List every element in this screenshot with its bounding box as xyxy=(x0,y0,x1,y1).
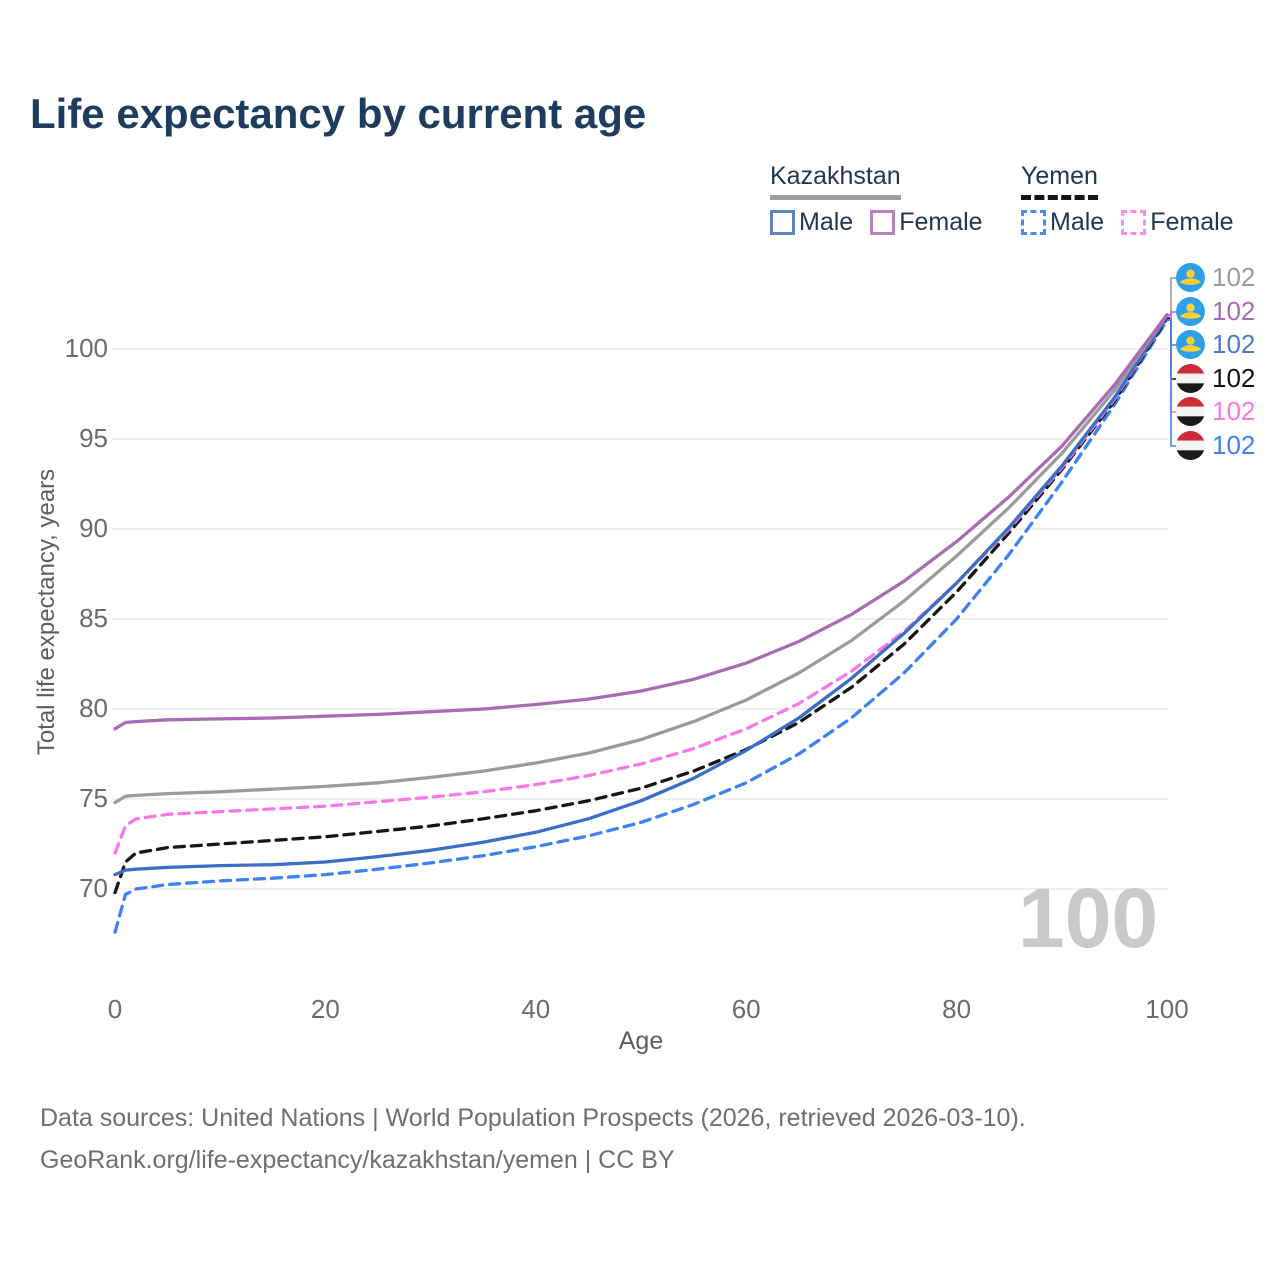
yemen-flag-icon xyxy=(1176,397,1205,426)
footer-attribution: GeoRank.org/life-expectancy/kazakhstan/y… xyxy=(40,1146,675,1174)
series-line-yemen-male xyxy=(113,318,1169,934)
legend-swatch-kazakhstan-male[interactable] xyxy=(770,210,795,235)
x-tick-label: 60 xyxy=(731,994,761,1024)
legend-swatch-yemen-female[interactable] xyxy=(1121,210,1147,235)
legend-country-kazakhstan[interactable]: Kazakhstan xyxy=(770,162,901,200)
kazakhstan-flag-icon xyxy=(1176,330,1205,359)
end-label-yemen-total: 102 xyxy=(1176,364,1255,393)
legend-label-kazakhstan-male[interactable]: Male xyxy=(799,208,854,236)
end-value: 102 xyxy=(1212,329,1256,359)
y-tick-label: 70 xyxy=(79,873,108,903)
end-value: 102 xyxy=(1212,296,1256,326)
x-tick-label: 20 xyxy=(310,994,340,1024)
gridlines xyxy=(112,348,1168,890)
end-label-kazakhstan-total: 102 xyxy=(1176,263,1255,292)
leader-line-yemen-male xyxy=(1167,319,1176,447)
legend-swatch-kazakhstan-female[interactable] xyxy=(870,210,896,235)
y-axis-title: Total life expectancy, years xyxy=(33,468,60,756)
footer-data-sources: Data sources: United Nations | World Pop… xyxy=(40,1104,1026,1132)
legend-group-kazakhstan: Kazakhstan Male Female xyxy=(770,162,983,237)
series-lines xyxy=(113,313,1169,934)
end-value: 102 xyxy=(1212,363,1256,393)
leader-line-kazakhstan-female xyxy=(1167,311,1176,316)
legend-swatch-yemen-male[interactable] xyxy=(1021,210,1046,235)
leader-line-kazakhstan-total xyxy=(1167,277,1176,316)
end-label-kazakhstan-female: 102 xyxy=(1176,297,1255,326)
end-label-kazakhstan-male: 102 xyxy=(1176,330,1255,359)
x-tick-label: 0 xyxy=(107,994,123,1024)
legend-label-kazakhstan-female[interactable]: Female xyxy=(899,208,983,236)
series-line-yemen-total xyxy=(113,316,1169,895)
end-label-yemen-male: 102 xyxy=(1176,431,1255,460)
series-line-kazakhstan-female xyxy=(113,313,1169,731)
series-line-kazakhstan-male xyxy=(113,314,1169,877)
y-tick-label: 75 xyxy=(79,783,108,813)
end-value: 102 xyxy=(1212,262,1256,292)
end-label-yemen-female: 102 xyxy=(1176,397,1255,426)
end-value: 102 xyxy=(1212,396,1256,426)
x-axis-title: Age xyxy=(618,1027,664,1055)
y-tick-label: 85 xyxy=(79,603,108,633)
legend-label-yemen-female[interactable]: Female xyxy=(1150,208,1234,236)
legend-group-yemen: Yemen Male Female xyxy=(1021,162,1234,237)
kazakhstan-flag-icon xyxy=(1176,263,1205,292)
x-tick-label: 100 xyxy=(1145,994,1189,1024)
y-tick-label: 95 xyxy=(79,423,108,453)
series-line-kazakhstan-total xyxy=(113,313,1169,805)
end-value: 102 xyxy=(1212,430,1256,460)
x-tick-label: 40 xyxy=(521,994,551,1024)
yemen-flag-icon xyxy=(1176,364,1205,393)
y-tick-label: 80 xyxy=(79,693,108,723)
legend-country-yemen[interactable]: Yemen xyxy=(1021,162,1098,200)
leader-lines xyxy=(1167,277,1176,447)
page-title: Life expectancy by current age xyxy=(30,90,647,137)
series-line-yemen-female xyxy=(113,314,1169,855)
kazakhstan-flag-icon xyxy=(1176,297,1205,326)
y-tick-label: 90 xyxy=(79,513,108,543)
age-counter-watermark: 100 xyxy=(1018,871,1159,965)
legend-label-yemen-male[interactable]: Male xyxy=(1050,208,1105,236)
yemen-flag-icon xyxy=(1176,431,1205,460)
y-tick-label: 100 xyxy=(64,333,108,363)
x-tick-label: 80 xyxy=(942,994,972,1024)
